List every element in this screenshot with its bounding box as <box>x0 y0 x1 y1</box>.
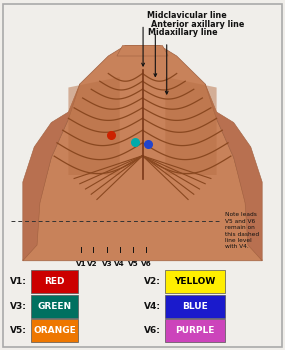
Text: V6:: V6: <box>144 326 161 335</box>
Polygon shape <box>205 84 262 261</box>
Text: V5:: V5: <box>10 326 27 335</box>
Polygon shape <box>165 77 217 175</box>
FancyBboxPatch shape <box>31 270 78 293</box>
FancyBboxPatch shape <box>165 319 225 342</box>
Text: V4:: V4: <box>144 302 161 311</box>
Text: V2: V2 <box>87 261 98 267</box>
Text: Anterior axillary line: Anterior axillary line <box>151 20 245 29</box>
Polygon shape <box>23 84 80 261</box>
Text: V5: V5 <box>128 261 139 267</box>
Polygon shape <box>68 77 120 175</box>
Text: Note leads
V5 and V6
remain on
this dashed
line level
with V4.: Note leads V5 and V6 remain on this dash… <box>225 212 259 250</box>
Text: V6: V6 <box>141 261 151 267</box>
Text: V1:: V1: <box>10 277 27 286</box>
Text: V4: V4 <box>114 261 125 267</box>
FancyBboxPatch shape <box>165 295 225 318</box>
FancyBboxPatch shape <box>31 295 78 318</box>
Text: PURPLE: PURPLE <box>176 326 215 335</box>
Text: Midclavicular line: Midclavicular line <box>147 11 227 20</box>
Text: GREEN: GREEN <box>38 302 72 311</box>
Text: V2:: V2: <box>144 277 161 286</box>
Text: Midaxillary line: Midaxillary line <box>148 28 218 37</box>
Text: V3:: V3: <box>10 302 27 311</box>
Polygon shape <box>23 46 262 261</box>
Text: ORANGE: ORANGE <box>34 326 76 335</box>
Text: YELLOW: YELLOW <box>175 277 216 286</box>
Text: V3: V3 <box>101 261 112 267</box>
Text: BLUE: BLUE <box>182 302 208 311</box>
Polygon shape <box>117 46 168 56</box>
Text: RED: RED <box>45 277 65 286</box>
FancyBboxPatch shape <box>31 319 78 342</box>
FancyBboxPatch shape <box>165 270 225 293</box>
Text: V1: V1 <box>76 261 87 267</box>
